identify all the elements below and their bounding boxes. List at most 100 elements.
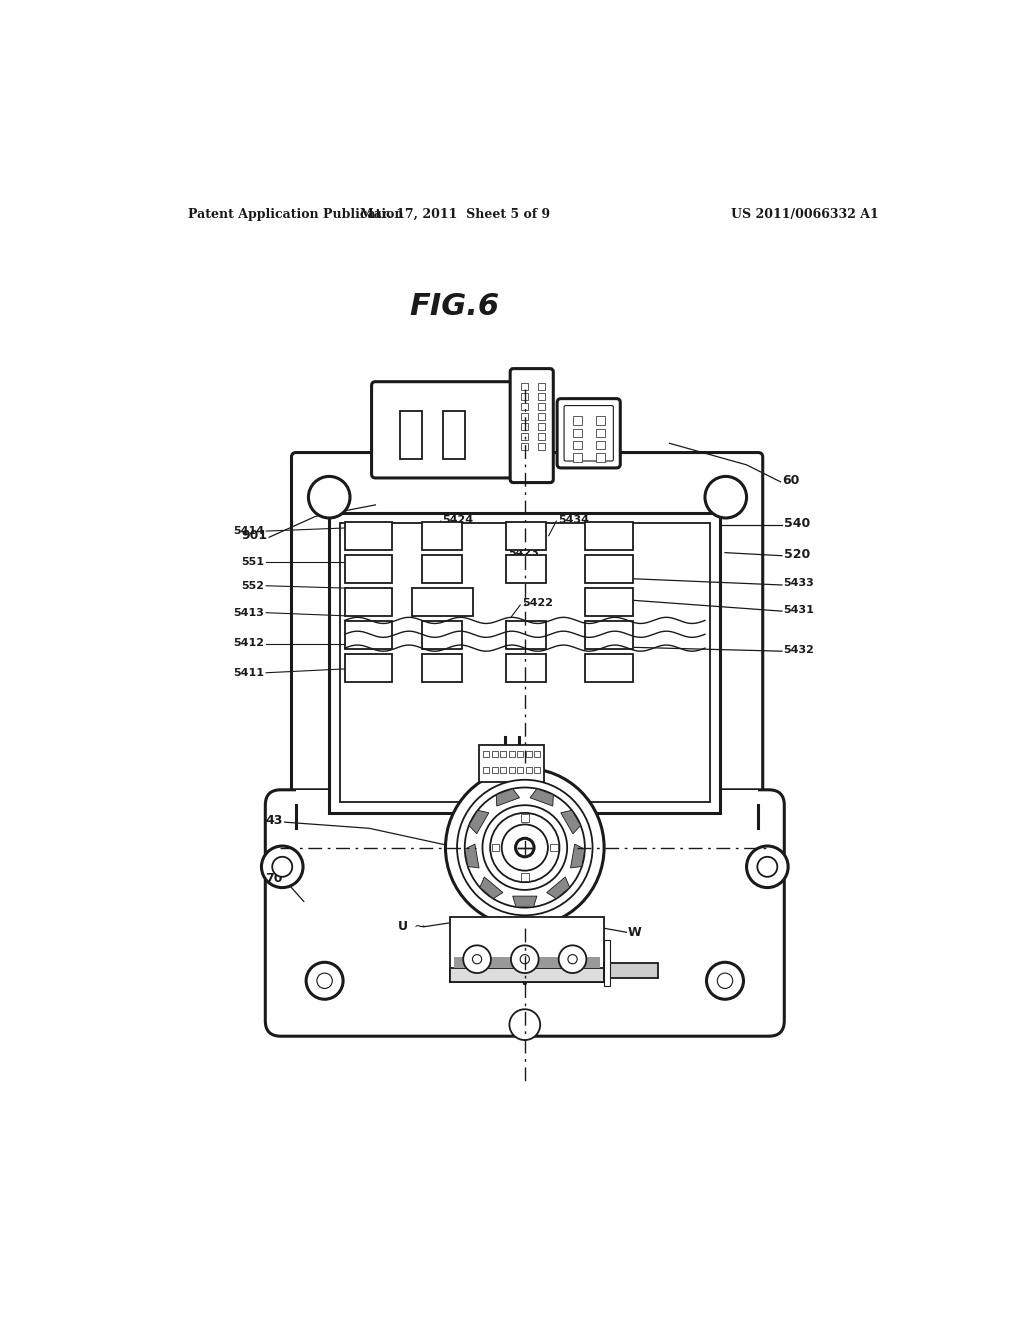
Bar bbox=[345, 622, 392, 649]
Bar bbox=[296, 789, 758, 836]
Text: 552: 552 bbox=[242, 581, 264, 591]
Bar bbox=[525, 751, 531, 758]
Bar bbox=[538, 413, 545, 420]
Bar bbox=[585, 589, 633, 615]
Circle shape bbox=[511, 945, 539, 973]
Circle shape bbox=[457, 780, 593, 915]
Circle shape bbox=[482, 805, 567, 890]
Bar bbox=[538, 383, 545, 391]
Bar bbox=[521, 404, 528, 411]
Bar bbox=[506, 655, 547, 682]
Polygon shape bbox=[530, 789, 553, 807]
Polygon shape bbox=[480, 876, 503, 899]
Bar bbox=[454, 957, 600, 969]
Polygon shape bbox=[465, 843, 479, 869]
Bar bbox=[596, 453, 605, 462]
Bar bbox=[585, 622, 633, 649]
Circle shape bbox=[308, 477, 350, 517]
Bar bbox=[596, 429, 605, 437]
Text: 5434: 5434 bbox=[558, 515, 589, 524]
Circle shape bbox=[515, 838, 535, 857]
Circle shape bbox=[445, 768, 604, 927]
Circle shape bbox=[568, 954, 578, 964]
Bar bbox=[573, 429, 582, 437]
FancyBboxPatch shape bbox=[372, 381, 514, 478]
Bar bbox=[345, 589, 392, 615]
Polygon shape bbox=[570, 843, 585, 869]
Bar bbox=[521, 814, 528, 822]
Bar bbox=[340, 524, 710, 803]
Bar bbox=[538, 404, 545, 411]
Text: 60: 60 bbox=[782, 474, 800, 487]
Text: Patent Application Publication: Patent Application Publication bbox=[188, 209, 403, 222]
Polygon shape bbox=[513, 896, 537, 907]
Bar bbox=[585, 655, 633, 682]
Bar bbox=[483, 751, 489, 758]
Bar bbox=[479, 744, 544, 781]
Bar bbox=[492, 843, 500, 851]
Circle shape bbox=[705, 477, 746, 517]
Bar bbox=[517, 751, 523, 758]
Bar bbox=[330, 512, 720, 813]
Bar bbox=[604, 940, 610, 986]
Circle shape bbox=[306, 962, 343, 999]
Circle shape bbox=[746, 846, 788, 887]
Text: 5423: 5423 bbox=[508, 548, 539, 558]
FancyBboxPatch shape bbox=[510, 368, 553, 483]
Text: 551: 551 bbox=[242, 557, 264, 566]
Text: US 2011/0066332 A1: US 2011/0066332 A1 bbox=[731, 209, 879, 222]
Circle shape bbox=[717, 973, 733, 989]
Bar bbox=[492, 767, 498, 774]
Text: 540: 540 bbox=[783, 517, 810, 529]
Text: 43: 43 bbox=[265, 814, 283, 828]
Polygon shape bbox=[469, 810, 488, 834]
Circle shape bbox=[261, 846, 303, 887]
Bar bbox=[509, 751, 515, 758]
Bar bbox=[538, 424, 545, 430]
Bar bbox=[521, 433, 528, 441]
Text: 5414: 5414 bbox=[233, 527, 264, 536]
Text: ~: ~ bbox=[414, 920, 426, 933]
Text: W: W bbox=[628, 925, 642, 939]
Bar bbox=[550, 843, 558, 851]
Text: 901: 901 bbox=[242, 529, 267, 543]
Bar bbox=[521, 413, 528, 420]
Bar bbox=[596, 416, 605, 425]
Bar bbox=[451, 917, 604, 982]
Circle shape bbox=[509, 1010, 541, 1040]
Bar bbox=[422, 554, 462, 582]
Text: 5413: 5413 bbox=[233, 607, 264, 618]
Bar bbox=[345, 655, 392, 682]
Circle shape bbox=[465, 788, 585, 908]
Bar bbox=[573, 416, 582, 425]
Bar bbox=[422, 655, 462, 682]
FancyBboxPatch shape bbox=[557, 399, 621, 469]
Bar bbox=[500, 767, 506, 774]
Circle shape bbox=[559, 945, 587, 973]
Bar bbox=[509, 767, 515, 774]
Text: 520: 520 bbox=[783, 548, 810, 561]
Text: 90: 90 bbox=[433, 393, 451, 407]
Bar bbox=[345, 554, 392, 582]
Bar bbox=[500, 751, 506, 758]
Text: 5431: 5431 bbox=[783, 605, 814, 615]
Bar bbox=[345, 521, 392, 549]
Bar bbox=[521, 424, 528, 430]
Text: Mar. 17, 2011  Sheet 5 of 9: Mar. 17, 2011 Sheet 5 of 9 bbox=[360, 209, 551, 222]
Text: 5421: 5421 bbox=[414, 598, 444, 609]
Bar bbox=[422, 521, 462, 549]
Bar bbox=[506, 554, 547, 582]
Bar bbox=[492, 751, 498, 758]
Circle shape bbox=[472, 954, 481, 964]
Text: 5432: 5432 bbox=[783, 644, 814, 655]
Bar bbox=[535, 751, 541, 758]
Text: U: U bbox=[397, 920, 408, 933]
Bar bbox=[451, 969, 604, 982]
Text: 5412: 5412 bbox=[233, 639, 264, 648]
Bar bbox=[573, 453, 582, 462]
Bar bbox=[596, 441, 605, 449]
Bar bbox=[538, 433, 545, 441]
Bar bbox=[604, 964, 658, 978]
Bar bbox=[525, 767, 531, 774]
Bar bbox=[506, 622, 547, 649]
